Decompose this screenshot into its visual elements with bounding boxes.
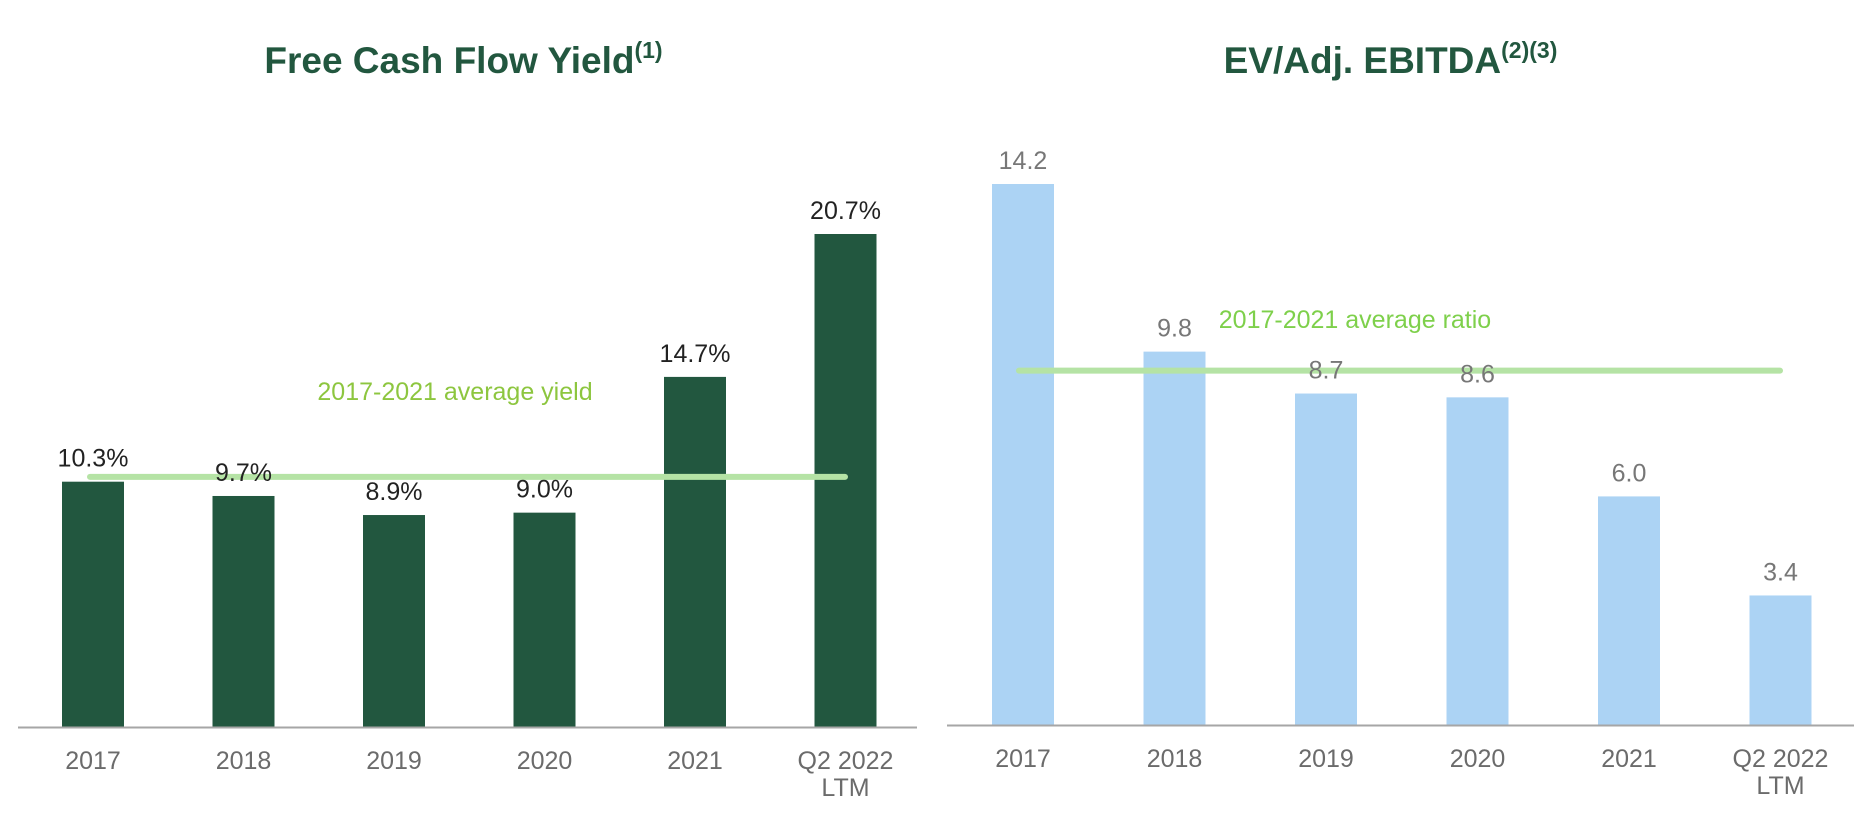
ev-data-label-5: 3.4 bbox=[1763, 558, 1798, 586]
ev-bar-3 bbox=[1446, 397, 1509, 725]
fcf-tick-label-5: Q2 2022 LTM bbox=[798, 747, 894, 802]
ev-ebitda-chart: EV/Adj. EBITDA(2)(3) 14.2 9.8 8.7 8.6 6.0 3.4… bbox=[927, 0, 1854, 816]
ev-tick-label-1: 2018 bbox=[1147, 745, 1203, 773]
ev-bar-2 bbox=[1295, 393, 1357, 725]
fcf-bar-0 bbox=[62, 481, 124, 727]
ev-bar-5 bbox=[1749, 595, 1812, 725]
ev-data-label-2: 8.7 bbox=[1309, 357, 1344, 385]
ev-data-label-0: 14.2 bbox=[999, 147, 1048, 175]
ev-tick-label-3: 2020 bbox=[1450, 745, 1506, 773]
ev-data-label-4: 6.0 bbox=[1612, 459, 1647, 487]
fcf-title-text: Free Cash Flow Yield bbox=[264, 40, 635, 81]
ev-tick-label-4: 2021 bbox=[1601, 745, 1657, 773]
fcf-tick-label-1: 2018 bbox=[216, 747, 272, 775]
ev-bar-0 bbox=[992, 184, 1054, 725]
fcf-yield-chart: Free Cash Flow Yield(1) 10.3% 9.7% 8.9% 9.0… bbox=[0, 37, 927, 802]
fcf-title-footnote: (1) bbox=[634, 37, 663, 63]
ev-data-label-3: 8.6 bbox=[1460, 360, 1495, 388]
ev-tick-label-0: 2017 bbox=[995, 745, 1051, 773]
fcf-data-label-4: 14.7% bbox=[660, 340, 731, 368]
fcf-tick-label-2: 2019 bbox=[366, 747, 422, 775]
fcf-bar-1 bbox=[212, 495, 275, 727]
ev-tick-label-5: Q2 2022 LTM bbox=[1733, 745, 1829, 800]
ev-title-footnote: (2)(3) bbox=[1501, 37, 1558, 63]
ev-tick-label-2: 2019 bbox=[1298, 745, 1354, 773]
fcf-data-label-5: 20.7% bbox=[810, 197, 881, 225]
fcf-tick-label-3: 2020 bbox=[517, 747, 573, 775]
ev-title-text: EV/Adj. EBITDA bbox=[1223, 40, 1502, 81]
fcf-average-label: 2017-2021 average yield bbox=[317, 378, 592, 406]
ev-chart-title: EV/Adj. EBITDA(2)(3) bbox=[927, 37, 1854, 82]
ev-data-label-1: 9.8 bbox=[1157, 315, 1192, 343]
ev-chart-plot: 14.2 9.8 8.7 8.6 6.0 3.4 2017 2018 2019 2020 2021 Q… bbox=[947, 147, 1854, 800]
fcf-data-label-1: 9.7% bbox=[215, 459, 272, 487]
ev-bar-1 bbox=[1143, 351, 1206, 725]
fcf-bar-3 bbox=[513, 512, 576, 727]
fcf-chart-plot: 10.3% 9.7% 8.9% 9.0% 14.7% 20.7% 2017 2018 2019 2… bbox=[18, 197, 917, 802]
fcf-bar-2 bbox=[363, 515, 425, 727]
fcf-tick-label-0: 2017 bbox=[65, 747, 121, 775]
fcf-data-label-2: 8.9% bbox=[366, 478, 423, 506]
ev-bar-4 bbox=[1598, 496, 1660, 725]
fcf-chart-title: Free Cash Flow Yield(1) bbox=[0, 37, 927, 82]
fcf-bar-5 bbox=[814, 234, 877, 727]
fcf-tick-label-4: 2021 bbox=[667, 747, 723, 775]
fcf-data-label-0: 10.3% bbox=[58, 445, 129, 473]
ev-average-label: 2017-2021 average ratio bbox=[1219, 306, 1491, 334]
fcf-bar-4 bbox=[664, 376, 726, 727]
fcf-data-label-3: 9.0% bbox=[516, 476, 573, 504]
